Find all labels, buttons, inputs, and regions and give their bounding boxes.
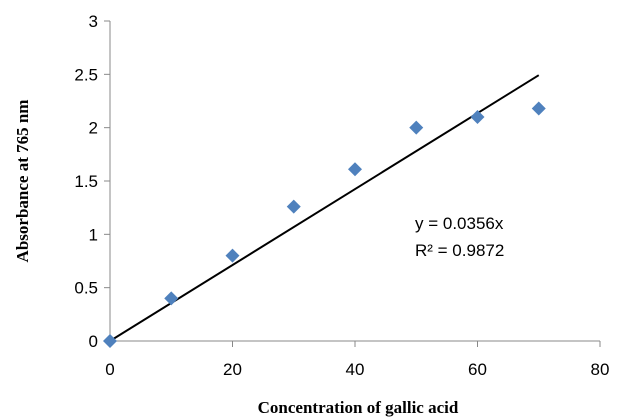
trend-r-squared: R² = 0.9872 <box>415 241 504 260</box>
data-point <box>286 199 301 214</box>
trendline <box>109 74 540 342</box>
y-tick-label: 0 <box>89 332 98 351</box>
y-axis-title: Absorbance at 765 nm <box>13 100 32 263</box>
x-tick-label: 20 <box>223 360 242 379</box>
data-point <box>164 291 179 306</box>
data-point <box>409 120 424 135</box>
x-tick-label: 80 <box>591 360 610 379</box>
y-tick-label: 1 <box>89 225 98 244</box>
data-points <box>103 101 546 348</box>
y-tick-label: 1.5 <box>74 172 98 191</box>
data-point <box>348 162 362 177</box>
data-point <box>470 110 485 124</box>
x-tick-label: 40 <box>346 360 365 379</box>
x-ticks: 0 20 40 60 80 <box>105 341 609 379</box>
y-tick-label: 0.5 <box>74 279 98 298</box>
data-point <box>103 334 117 348</box>
y-tick-label: 2.5 <box>74 65 98 84</box>
data-point <box>531 101 546 116</box>
data-point <box>225 248 240 263</box>
axes <box>109 21 600 342</box>
y-tick-label: 2 <box>89 119 98 138</box>
x-axis-title: Concentration of gallic acid <box>258 398 459 417</box>
y-ticks: 0 0.5 1 1.5 2 2.5 3 <box>74 12 110 351</box>
trend-equation: y = 0.0356x <box>415 214 504 233</box>
y-tick-label: 3 <box>89 12 98 31</box>
x-tick-label: 60 <box>468 360 487 379</box>
x-tick-label: 0 <box>105 360 114 379</box>
